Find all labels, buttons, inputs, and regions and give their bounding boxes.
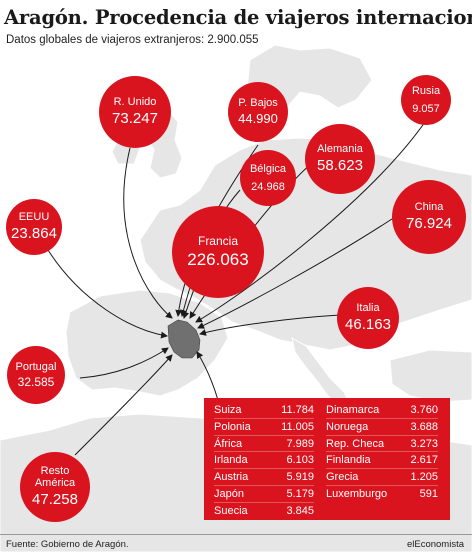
origin-value: 23.864 <box>11 225 57 243</box>
origin-value: 24.968 <box>251 180 285 193</box>
arrow-rusia <box>195 121 426 323</box>
origin-value: 73.247 <box>112 110 158 128</box>
origin-name: P. Bajos <box>238 97 278 110</box>
origin-value: 32.585 <box>17 374 55 389</box>
table-row: Polonia 11.005 <box>214 419 314 436</box>
origin-bubble-francia: Francia 226.063 <box>172 206 264 298</box>
origin-bubble-r-unido: R. Unido 73.247 <box>99 76 171 148</box>
turkey-land <box>389 349 472 403</box>
origin-bubble-rusia: Rusia 9.057 <box>401 75 451 125</box>
table-row: Rep. Checa 3.273 <box>326 436 438 453</box>
other-origins-right-column: Dinamarca 3.760 Noruega 3.688 Rep. Checa 3.… <box>326 402 438 503</box>
origin-bubble-belgica: Bélgica 24.968 <box>240 150 296 206</box>
origin-name: Portugal <box>15 360 57 373</box>
table-row: África 7.989 <box>214 436 314 453</box>
source-note: Fuente: Gobierno de Aragón. <box>6 539 129 550</box>
origin-value: 76.924 <box>406 215 452 233</box>
other-origins-left-column: Suiza 11.784 Polonia 11.005 África 7.989 Ir… <box>214 402 314 520</box>
origin-bubble-china: China 76.924 <box>392 180 466 254</box>
aragon-region <box>167 319 201 359</box>
arrow-china <box>197 214 399 329</box>
table-row: Suiza 11.784 <box>214 402 314 419</box>
table-row: Noruega 3.688 <box>326 419 438 436</box>
map-title: Aragón. Procedencia de viajeros internac… <box>4 6 472 29</box>
origin-name: R. Unido <box>113 96 157 109</box>
arrow-resto-america <box>74 354 173 456</box>
origin-name: Bélgica <box>249 163 287 176</box>
iberia-land <box>65 289 229 397</box>
origin-name: Alemania <box>317 143 363 156</box>
other-origins-table: Suiza 11.784 Polonia 11.005 África 7.989 Ir… <box>204 398 450 520</box>
origin-bubble-alemania: Alemania 58.623 <box>305 124 375 194</box>
origin-name: EEUU <box>18 211 50 224</box>
origin-bubble-resto-america: Resto América 47.258 <box>20 452 90 522</box>
table-row: Irlanda 6.103 <box>214 452 314 470</box>
table-row: Grecia 1.205 <box>326 469 438 486</box>
origin-bubble-p-bajos: P. Bajos 44.990 <box>228 82 288 142</box>
arrow-italia <box>199 314 341 336</box>
map-subtitle: Datos globales de viajeros extranjeros: … <box>6 34 259 46</box>
brand-credit: elEconomista <box>406 539 464 550</box>
table-row: Luxemburgo 591 <box>326 487 438 500</box>
origin-value: 58.623 <box>317 157 363 175</box>
table-row: Austria 5.919 <box>214 469 314 486</box>
table-row: Dinamarca 3.760 <box>326 402 438 419</box>
arrow-portugal <box>79 347 169 379</box>
footer-divider <box>0 534 472 535</box>
origin-name: Italia <box>356 302 380 315</box>
origin-value: 47.258 <box>32 491 78 509</box>
origin-name: Resto América <box>34 465 76 490</box>
origin-bubble-italia: Italia 46.163 <box>337 287 399 349</box>
arrow-eeuu <box>47 249 168 339</box>
arrow-others <box>196 351 219 401</box>
origin-value: 46.163 <box>345 316 391 334</box>
origin-value: 44.990 <box>238 111 278 127</box>
table-row: Suecia 3.845 <box>214 504 314 517</box>
origin-value: 226.063 <box>187 249 249 269</box>
origin-name: China <box>414 201 444 214</box>
table-row: Finlandia 2.617 <box>326 452 438 470</box>
origin-value: 9.057 <box>412 102 440 115</box>
origin-bubble-portugal: Portugal 32.585 <box>7 346 65 404</box>
origin-name: Rusia <box>411 85 441 98</box>
arrow-r-unido <box>123 147 173 319</box>
origin-bubble-eeuu: EEUU 23.864 <box>6 199 62 255</box>
origin-name: Francia <box>197 233 238 248</box>
table-row: Japón 5.179 <box>214 486 314 503</box>
